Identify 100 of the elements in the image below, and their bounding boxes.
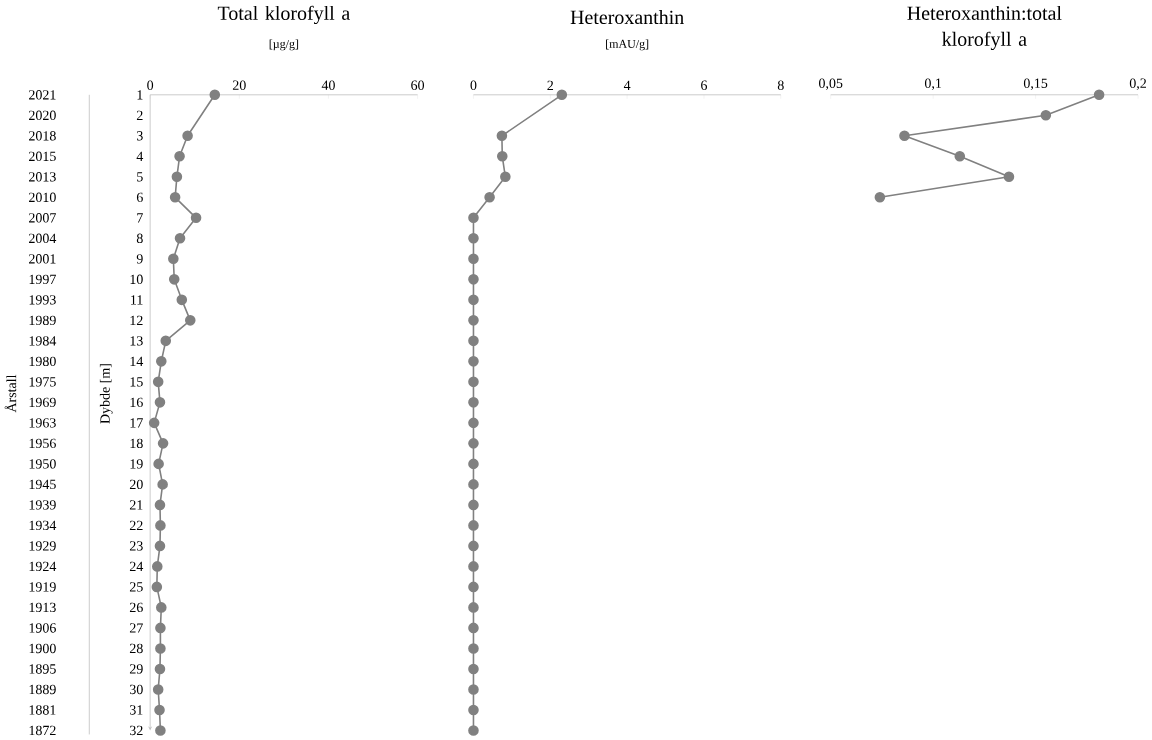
point: [468, 315, 479, 326]
point: [468, 540, 479, 552]
point: [468, 581, 479, 593]
point: [152, 376, 164, 388]
point: [157, 479, 168, 490]
y-tick-label: 19: [130, 459, 143, 469]
point: [556, 89, 568, 101]
y2-tick-label: 1906: [29, 623, 56, 633]
point: [468, 458, 479, 470]
y2-tick-label: 1881: [29, 705, 56, 715]
point: [468, 233, 479, 244]
y-tick-label: 17: [130, 418, 143, 428]
y2-tick-label: 2001: [29, 254, 56, 264]
point: [468, 335, 479, 347]
y-tick-label: 20: [129, 479, 143, 490]
point: [154, 397, 166, 408]
y-tick-label: 32: [130, 725, 143, 736]
y2-tick-label: 2020: [29, 110, 56, 121]
point: [154, 704, 165, 716]
y2-tick-label: 1889: [29, 684, 56, 695]
y-tick-label: 4: [136, 151, 144, 161]
y-tick-label: 25: [129, 582, 143, 592]
point: [468, 520, 479, 531]
point: [174, 151, 185, 162]
x-tick-label: 6: [701, 80, 708, 91]
y-tick-label: 13: [130, 336, 143, 346]
y2-tick-label: 1929: [29, 541, 56, 551]
y-tick-label: 12: [130, 315, 143, 326]
x-tick-label: 0,05: [819, 78, 843, 91]
y-tick-label: 8: [136, 233, 143, 244]
y2-tick-label: 1984: [29, 336, 57, 346]
y-tick-label: 30: [130, 684, 143, 695]
y-tick-label: 23: [129, 541, 143, 551]
point: [468, 725, 479, 736]
y2-tick-label: 1945: [29, 479, 56, 490]
y-tick-label: 27: [129, 623, 143, 633]
point: [468, 356, 479, 367]
point: [157, 438, 169, 449]
y-tick-label: 18: [130, 438, 143, 449]
point: [468, 704, 479, 716]
y-tick-label: 15: [130, 377, 143, 387]
point: [468, 602, 479, 613]
y-tick-label: 31: [130, 705, 143, 715]
point: [155, 643, 166, 654]
point: [468, 622, 479, 634]
x-tick-label: 20: [232, 80, 246, 91]
point: [1003, 171, 1015, 183]
y2-tick-label: 1950: [29, 459, 56, 469]
y-tick-label: 26: [129, 602, 143, 613]
point: [874, 192, 886, 203]
point: [468, 253, 479, 265]
y-tick-label: 10: [130, 274, 143, 285]
y2-tick-label: 1989: [29, 315, 56, 326]
point: [899, 130, 910, 142]
point: [152, 561, 163, 572]
y2-tick-label: 1980: [29, 356, 56, 367]
y2-tick-label: 1934: [29, 520, 57, 531]
point: [156, 356, 167, 367]
point: [182, 130, 193, 142]
y-tick-label: 2: [136, 110, 143, 121]
y2-tick-label: 1956: [29, 438, 56, 449]
point: [468, 663, 479, 675]
y2-axis-title: Årstall: [4, 374, 17, 413]
point: [168, 253, 179, 265]
point: [156, 602, 167, 613]
point: [468, 212, 479, 224]
y-tick-label: 3: [136, 131, 143, 141]
y2-tick-label: 2018: [29, 131, 56, 141]
y-tick-label: 9: [136, 254, 143, 264]
x-tick-label: 2: [547, 80, 554, 91]
point: [151, 581, 163, 593]
y-tick-label: 21: [129, 500, 143, 510]
y2-tick-label: 1969: [29, 397, 56, 408]
point: [152, 684, 164, 695]
point: [155, 520, 166, 531]
y2-tick-label: 1939: [29, 500, 56, 510]
y2-tick-label: 2010: [29, 192, 56, 203]
y2-tick-label: 2004: [29, 233, 57, 244]
y-tick-label: 11: [131, 295, 143, 305]
chart-title: Heteroxanthin: [570, 10, 684, 25]
y-tick-label: 28: [129, 643, 143, 654]
x-tick-label: 0: [470, 80, 477, 91]
chart-title: Total klorofyll a: [217, 5, 350, 25]
y2-tick-label: 1872: [29, 725, 56, 736]
point: [209, 89, 221, 101]
point: [468, 499, 479, 511]
y2-tick-label: 1963: [29, 418, 56, 428]
point: [190, 212, 202, 224]
chart-subtitle: [mAU/g]: [606, 39, 649, 51]
point: [468, 684, 479, 695]
y-tick-label: 6: [136, 192, 143, 203]
y2-tick-label: 2013: [29, 172, 56, 182]
x-tick-label: 60: [411, 80, 425, 91]
point: [1040, 110, 1052, 121]
y-axis-title: Dybde [m]: [99, 364, 113, 424]
point: [496, 151, 508, 162]
point: [468, 438, 479, 449]
y2-tick-label: 1913: [29, 602, 56, 613]
y-tick-label: 7: [137, 213, 143, 223]
y-tick-label: 29: [129, 664, 143, 674]
